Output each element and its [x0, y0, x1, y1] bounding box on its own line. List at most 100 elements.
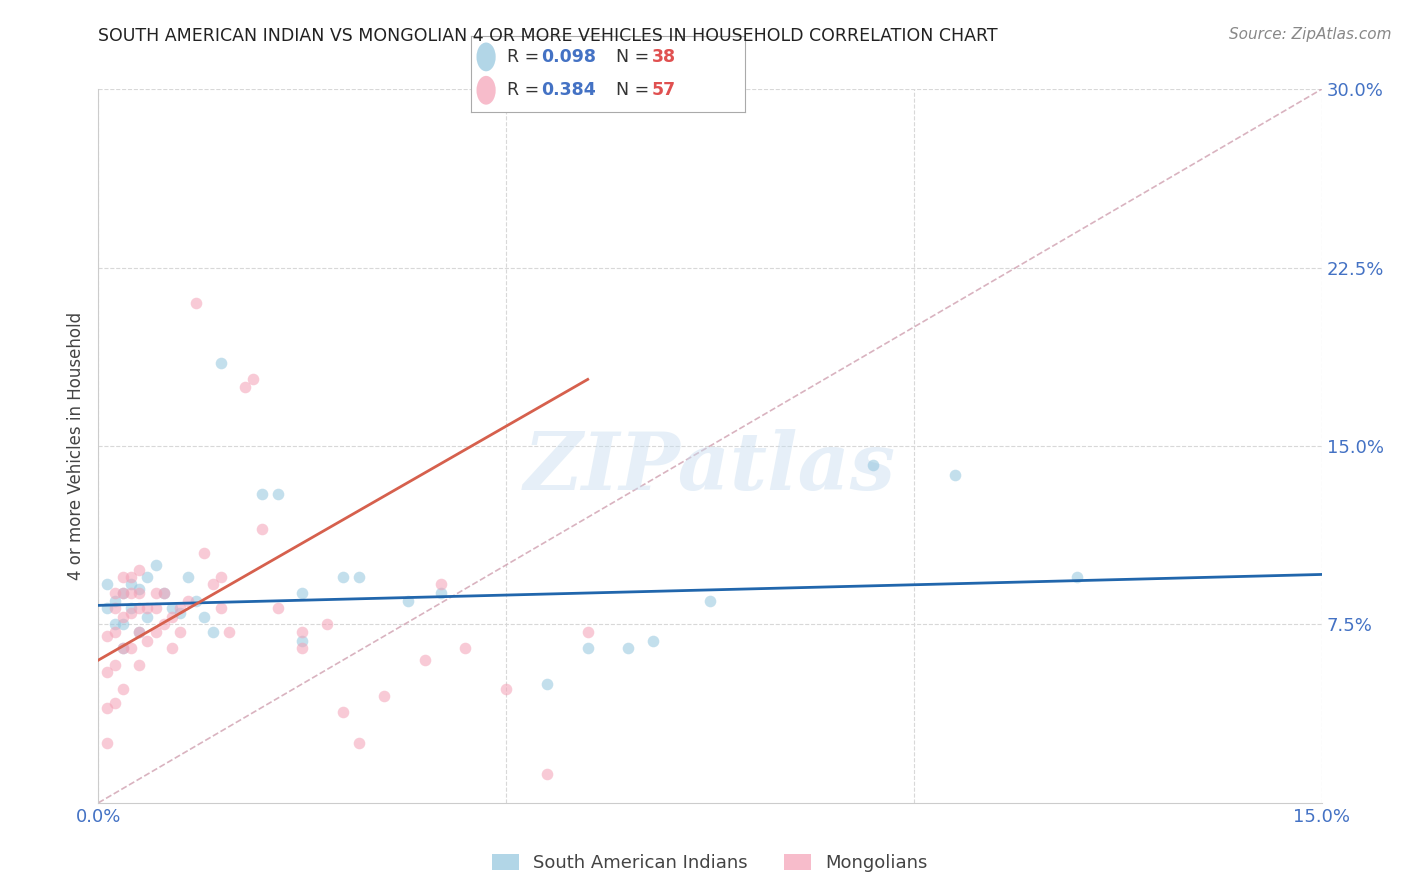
- Point: [136, 600, 159, 615]
- Point: [145, 586, 167, 600]
- Text: SOUTH AMERICAN INDIAN VS MONGOLIAN 4 OR MORE VEHICLES IN HOUSEHOLD CORRELATION C: SOUTH AMERICAN INDIAN VS MONGOLIAN 4 OR …: [98, 27, 998, 45]
- Point: [111, 586, 134, 600]
- Point: [177, 593, 200, 607]
- Point: [104, 593, 127, 607]
- Point: [96, 629, 118, 643]
- Point: [291, 641, 314, 656]
- Ellipse shape: [477, 43, 496, 71]
- Point: [536, 767, 558, 781]
- Point: [145, 558, 167, 572]
- Point: [169, 600, 191, 615]
- Text: R =: R =: [506, 81, 544, 99]
- Point: [120, 600, 142, 615]
- Point: [160, 641, 183, 656]
- Point: [111, 641, 134, 656]
- Point: [250, 486, 273, 500]
- Point: [454, 641, 477, 656]
- Point: [617, 641, 640, 656]
- Point: [128, 582, 150, 596]
- Point: [267, 486, 290, 500]
- Point: [104, 696, 127, 710]
- Point: [145, 600, 167, 615]
- Point: [201, 624, 224, 639]
- Point: [128, 600, 150, 615]
- Text: ZIPatlas: ZIPatlas: [524, 429, 896, 506]
- Point: [111, 610, 134, 624]
- Point: [111, 586, 134, 600]
- Point: [104, 600, 127, 615]
- Point: [128, 657, 150, 672]
- Point: [120, 586, 142, 600]
- Point: [128, 563, 150, 577]
- Point: [104, 624, 127, 639]
- Point: [233, 379, 256, 393]
- Point: [242, 372, 264, 386]
- Text: Source: ZipAtlas.com: Source: ZipAtlas.com: [1229, 27, 1392, 42]
- Point: [250, 522, 273, 536]
- Point: [291, 586, 314, 600]
- Point: [96, 700, 118, 714]
- Point: [576, 624, 599, 639]
- Point: [111, 681, 134, 696]
- Point: [104, 617, 127, 632]
- Text: N =: N =: [616, 48, 655, 66]
- Point: [943, 467, 966, 482]
- Point: [111, 641, 134, 656]
- Point: [152, 617, 174, 632]
- Point: [186, 593, 208, 607]
- Point: [315, 617, 337, 632]
- Point: [576, 641, 599, 656]
- Ellipse shape: [477, 76, 496, 104]
- Point: [152, 586, 174, 600]
- Point: [169, 624, 191, 639]
- Point: [128, 624, 150, 639]
- Point: [120, 606, 142, 620]
- Point: [136, 634, 159, 648]
- Point: [209, 570, 232, 584]
- Point: [218, 624, 240, 639]
- Point: [136, 570, 159, 584]
- Point: [169, 606, 191, 620]
- Point: [291, 624, 314, 639]
- Text: N =: N =: [616, 81, 655, 99]
- Point: [120, 570, 142, 584]
- Point: [96, 736, 118, 750]
- Point: [430, 586, 453, 600]
- Point: [128, 624, 150, 639]
- Point: [267, 600, 290, 615]
- Point: [209, 356, 232, 370]
- Point: [536, 677, 558, 691]
- Point: [332, 570, 354, 584]
- Point: [96, 600, 118, 615]
- Point: [136, 610, 159, 624]
- Point: [332, 706, 354, 720]
- Point: [96, 665, 118, 679]
- Point: [699, 593, 721, 607]
- Text: 57: 57: [652, 81, 676, 99]
- Point: [349, 736, 371, 750]
- Point: [430, 577, 453, 591]
- Point: [120, 577, 142, 591]
- Point: [193, 610, 215, 624]
- Point: [104, 586, 127, 600]
- Point: [111, 617, 134, 632]
- Text: 38: 38: [652, 48, 676, 66]
- Legend: South American Indians, Mongolians: South American Indians, Mongolians: [485, 847, 935, 880]
- Point: [160, 610, 183, 624]
- Point: [1066, 570, 1088, 584]
- Point: [104, 657, 127, 672]
- Point: [120, 641, 142, 656]
- Point: [373, 689, 395, 703]
- Point: [413, 653, 436, 667]
- Point: [186, 296, 208, 310]
- Point: [291, 634, 314, 648]
- Point: [128, 586, 150, 600]
- Point: [495, 681, 517, 696]
- Point: [396, 593, 419, 607]
- Point: [177, 570, 200, 584]
- Text: 0.384: 0.384: [541, 81, 596, 99]
- Point: [111, 570, 134, 584]
- Y-axis label: 4 or more Vehicles in Household: 4 or more Vehicles in Household: [66, 312, 84, 580]
- Point: [201, 577, 224, 591]
- Point: [193, 546, 215, 560]
